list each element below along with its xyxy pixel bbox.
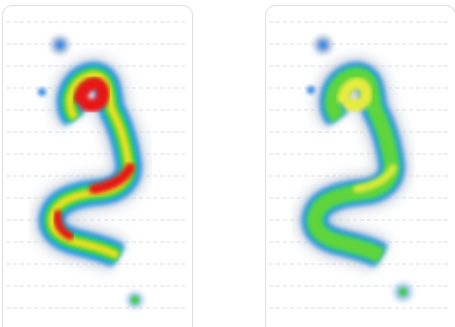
panel-left [2, 5, 193, 327]
panel-right [265, 5, 455, 327]
